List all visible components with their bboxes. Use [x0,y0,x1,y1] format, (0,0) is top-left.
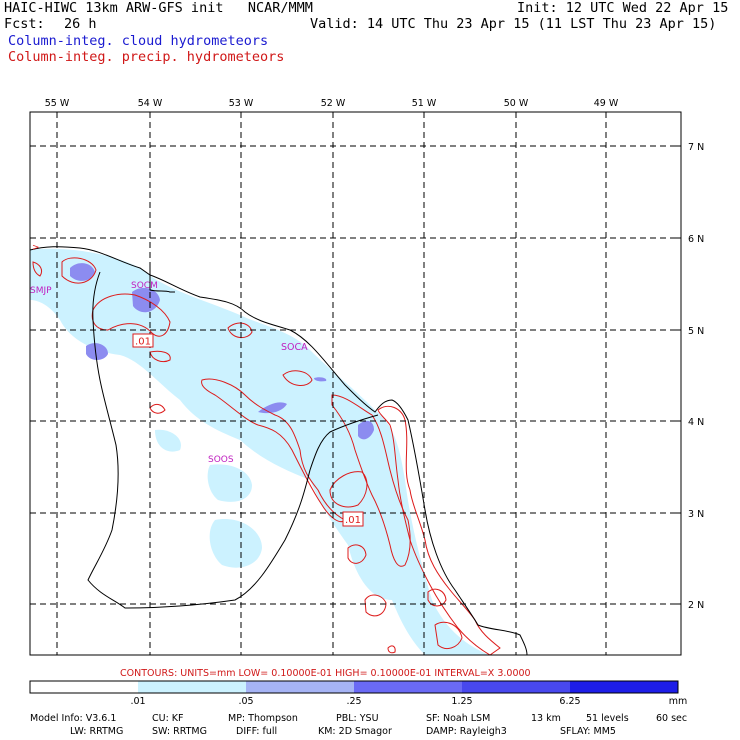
contour-arrow: > [32,243,40,253]
map-frame [29,111,682,656]
model-info: LW: RRTMG [70,726,123,737]
lon-label: 52 W [321,98,346,109]
station-label: SMJP [30,286,52,296]
model-info: Model Info: V3.6.1 [30,713,116,724]
contour-label: .01 [345,515,361,526]
lon-label: 54 W [138,98,163,109]
colorbar-bin [462,681,570,693]
model-info: SF: Noah LSM [426,713,490,724]
station-label: SOOS [208,455,234,465]
model-info: DAMP: Rayleigh3 [426,726,507,737]
lat-label: 7 N [688,142,704,153]
colorbar-tick: .01 [130,696,145,707]
colorbar-tick: .25 [346,696,361,707]
station-label: SOCA [281,342,308,353]
legend-precip-hydrometeors: Column-integ. precip. hydrometeors [8,49,285,65]
colorbar-bin [138,681,246,693]
model-info: MP: Thompson [228,713,298,724]
forecast-label: Fcst: [4,16,45,32]
lat-label: 4 N [688,417,704,428]
lat-label: 3 N [688,509,704,520]
model-info: KM: 2D Smagor [318,726,392,737]
station-label: SOCM [131,281,158,291]
colorbar-tick: .05 [238,696,253,707]
lat-label: 2 N [688,600,704,611]
model-info: 60 sec [656,713,687,724]
lat-lon-grid [30,112,681,655]
model-info: SW: RRTMG [152,726,207,737]
cloud-hydrometeor-area [30,248,490,655]
map-title: HAIC-HIWC 13km ARW-GFS init NCAR/MMM [4,0,313,16]
model-info: SFLAY: MM5 [560,726,616,737]
colorbar-tick: 1.25 [451,696,472,707]
model-info: 13 km [531,713,561,724]
valid-time: Valid: 14 UTC Thu 23 Apr 15 (11 LST Thu … [310,16,717,32]
colorbar-bin [30,681,138,693]
lat-label: 5 N [688,326,704,337]
lon-label: 49 W [594,98,619,109]
colorbar-unit: mm [669,696,688,707]
lat-label: 6 N [688,234,704,245]
model-info: PBL: YSU [336,713,379,724]
lon-label: 55 W [45,98,70,109]
legend-cloud-hydrometeors: Column-integ. cloud hydrometeors [8,33,269,49]
colorbar-bin [354,681,462,693]
lon-label: 51 W [412,98,437,109]
lon-label: 50 W [504,98,529,109]
model-info: 51 levels [586,713,629,724]
contours-info: CONTOURS: UNITS=mm LOW= 0.10000E-01 HIGH… [120,668,531,679]
model-info: CU: KF [152,713,184,724]
forecast-hours: 26 h [64,16,97,32]
model-info: DIFF: full [236,726,277,737]
contour-label: .01 [135,337,151,348]
coastline-borders [30,246,528,655]
colorbar-bin [246,681,354,693]
colorbar-bin [570,681,678,693]
colorbar-tick: 6.25 [559,696,580,707]
axis-ticks [56,112,681,605]
colorbar [29,680,679,694]
init-time: Init: 12 UTC Wed 22 Apr 15 [517,0,729,16]
lon-label: 53 W [229,98,254,109]
